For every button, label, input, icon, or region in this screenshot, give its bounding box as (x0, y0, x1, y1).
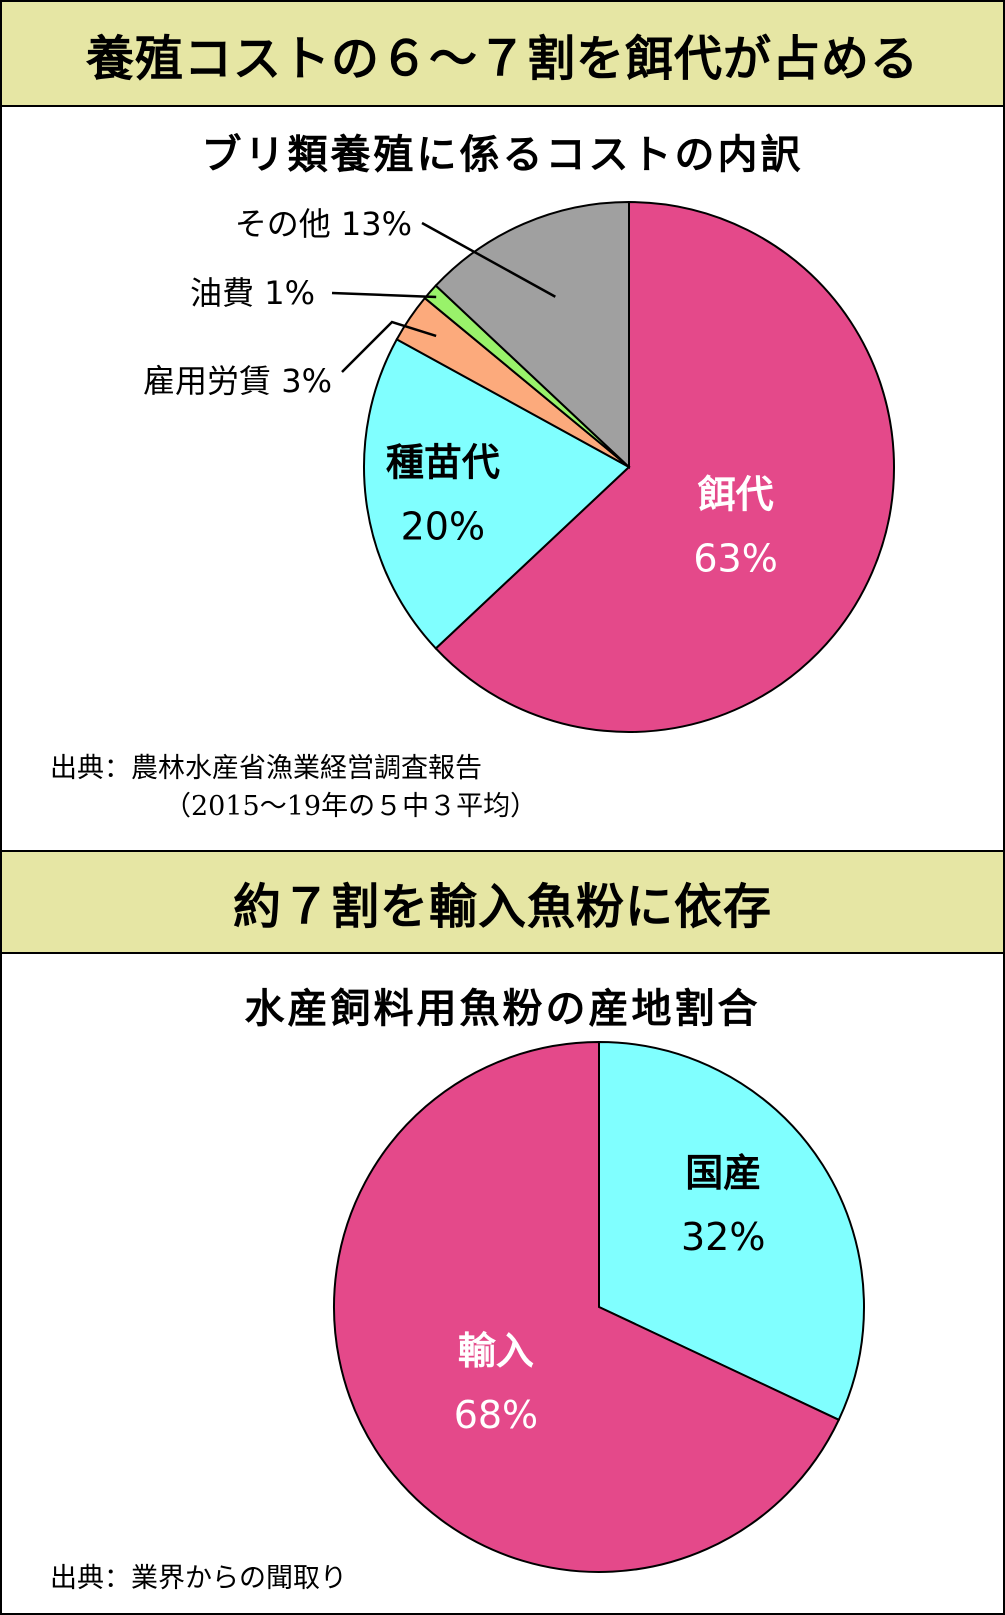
slice-value-0: 63% (693, 537, 777, 581)
slice-value-1: 20% (401, 504, 485, 548)
slice-label-3: 油費 1% (190, 274, 315, 312)
headline-banner-fishmeal: 約７割を輸入魚粉に依存 (2, 850, 1003, 954)
pie-slice-1 (363, 337, 631, 650)
pie-slice-4 (434, 200, 630, 470)
leader-line-2 (341, 320, 437, 373)
source-period-note: （2015～19年の５中３平均） (164, 791, 538, 822)
slice-label-0: 餌代 (698, 473, 774, 517)
headline-banner-cost: 養殖コストの６～７割を餌代が占める (2, 2, 1003, 107)
slice-label-2: 雇用労賃 3% (143, 362, 332, 400)
pie-chart-cost-breakdown: 餌代 63% 種苗代 20% 雇用労賃 3% 油費 1% その他 13% (143, 200, 896, 733)
chart-title-fishmeal-origin: 水産飼料用魚粉の産地割合 (244, 986, 761, 1032)
slice-value-0: 32% (681, 1215, 765, 1259)
slice-label-1: 種苗代 (386, 440, 500, 484)
leader-line-3 (331, 291, 437, 299)
pie-slice-1 (333, 1040, 841, 1573)
slice-label-0: 国産 (685, 1151, 761, 1195)
slice-value-1: 68% (454, 1393, 538, 1437)
slice-label-1: 輸入 (458, 1329, 534, 1373)
source-note-cost: 出典：農林水産省漁業経営調査報告 (50, 753, 482, 784)
leader-line-4 (421, 221, 556, 298)
pie-slice-0 (598, 1040, 865, 1422)
headline-text: 約７割を輸入魚粉に依存 (232, 879, 772, 935)
source-note-fishmeal: 出典：業界からの聞取り (50, 1563, 347, 1594)
pie-slice-0 (434, 200, 896, 733)
pie-chart-fishmeal-origin: 国産 32% 輸入 68% (333, 1040, 865, 1573)
chart-title-cost-breakdown: ブリ類養殖に係るコストの内訳 (201, 132, 804, 178)
headline-text: 養殖コストの６～７割を餌代が占める (85, 30, 919, 87)
slice-label-4: その他 13% (235, 205, 412, 243)
